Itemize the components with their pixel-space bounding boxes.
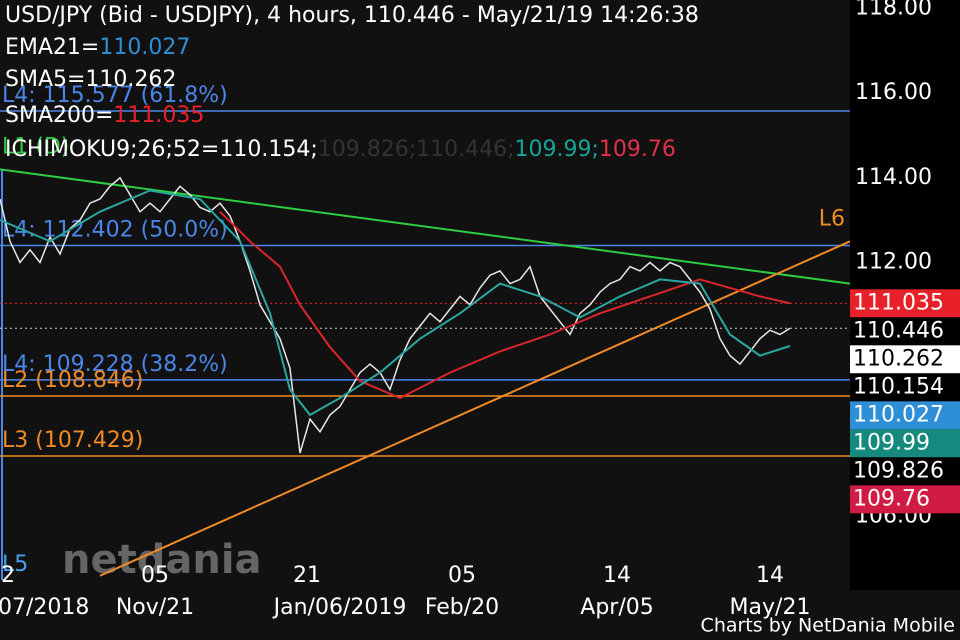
trendline — [99, 240, 851, 577]
y-tick-label: 116.00 — [855, 80, 932, 105]
y-tick-label: 118.00 — [855, 0, 932, 20]
x-date-label: /07/2018 — [0, 595, 89, 620]
header-part: EMA21= — [5, 35, 99, 60]
level-label: L2 (108.846) — [2, 368, 143, 393]
price-badge — [850, 345, 960, 374]
marker-label: L5 — [2, 552, 28, 577]
x-tick-label: 2 — [1, 563, 15, 588]
price-badge-label: 109.826 — [853, 458, 944, 483]
header-line: USD/JPY (Bid - USDJPY), 4 hours, 110.446… — [5, 3, 699, 28]
x-date-label: Apr/05 — [580, 595, 653, 620]
header-part: SMA200= — [5, 103, 113, 128]
price-badge — [850, 317, 960, 346]
price-badge-label: 110.154 — [853, 374, 944, 399]
header-line: EMA21=110.027 — [5, 35, 190, 60]
header-part: 111.035 — [113, 103, 204, 128]
x-tick-label: 14 — [756, 563, 784, 588]
header-part: 109.76 — [599, 137, 676, 162]
price-badge — [850, 429, 960, 458]
price-badge-label: 110.262 — [853, 346, 944, 371]
price-badge-label: 109.99 — [853, 430, 930, 455]
price-badge — [850, 457, 960, 486]
header-part: 109.99; — [515, 137, 599, 162]
price-badge — [850, 401, 960, 430]
header-line: SMA5=110.262 — [5, 67, 176, 92]
y-tick-label: 112.00 — [855, 249, 932, 274]
level-label: L4: 109.228 (38.2%) — [2, 352, 228, 377]
price-badge — [850, 289, 960, 318]
price-badge-label: 110.027 — [853, 402, 944, 427]
x-date-label: Jan/06/2019 — [272, 595, 407, 620]
series-line — [0, 189, 791, 417]
level-label: L3 (107.429) — [2, 428, 143, 453]
series-line — [219, 210, 791, 400]
x-date-label: Feb/20 — [425, 595, 499, 620]
price-badge — [850, 373, 960, 402]
header-part: 110.027 — [99, 35, 190, 60]
header-line: ICHIMOKU9;26;52=110.154;109.826;110.446;… — [5, 137, 676, 162]
x-tick-label: 21 — [293, 563, 321, 588]
header-line: SMA200=111.035 — [5, 103, 204, 128]
y-tick-label: 114.00 — [855, 165, 932, 190]
header-part: 109.826; — [318, 137, 416, 162]
footer: Charts by NetDania Mobile — [701, 615, 955, 637]
price-badge-label: 111.035 — [853, 290, 944, 315]
price-badge-label: 109.76 — [853, 486, 930, 511]
header-part: ICHIMOKU9;26;52=110.154; — [5, 137, 318, 162]
x-tick-label: 05 — [448, 563, 476, 588]
watermark: netdania — [62, 537, 262, 583]
price-badge — [850, 485, 960, 514]
x-tick-label: 05 — [141, 563, 169, 588]
header-part: 110.446; — [416, 137, 514, 162]
level-label: L4: 115.577 (61.8%) — [2, 83, 228, 108]
trendline — [0, 168, 851, 285]
x-date-label: May/21 — [730, 595, 811, 620]
x-date-label: Nov/21 — [116, 595, 194, 620]
header-part: USD/JPY (Bid - USDJPY), 4 hours, 110.446… — [5, 3, 699, 28]
header-part: SMA5=110.262 — [5, 67, 176, 92]
trendline-label: L1 (D) — [2, 134, 69, 159]
trendline-label: L6 — [819, 206, 845, 231]
x-tick-label: 14 — [603, 563, 631, 588]
level-label: L4: 112.402 (50.0%) — [2, 217, 228, 242]
price-badge-label: 110.446 — [853, 318, 944, 343]
